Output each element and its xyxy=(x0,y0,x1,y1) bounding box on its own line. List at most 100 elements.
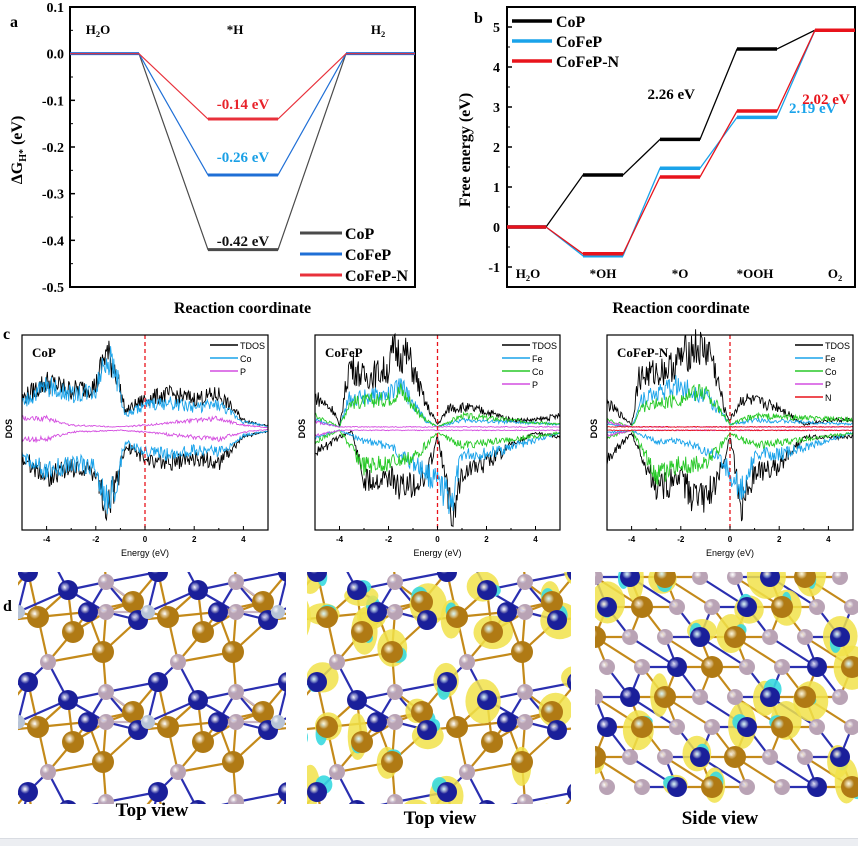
cobalt-atom xyxy=(208,712,228,732)
phosphorus-atom xyxy=(98,574,114,590)
y-tick-label: 0.0 xyxy=(47,48,65,63)
cobalt-atom xyxy=(547,610,567,630)
legend-label-p: P xyxy=(532,380,538,390)
x-tick-label: -2 xyxy=(92,535,100,544)
cobalt-atom xyxy=(497,712,517,732)
phosphorus-atom xyxy=(387,684,403,700)
iron-atom xyxy=(771,596,793,618)
y-tick-label: 4 xyxy=(493,61,500,76)
iron-atom xyxy=(481,621,503,643)
cobalt-atom xyxy=(347,690,367,710)
y-tick-label: -0.1 xyxy=(42,94,64,109)
phosphorus-atom xyxy=(170,654,186,670)
annotation-cofep-n: 2.02 eV xyxy=(802,92,850,108)
iron-atom xyxy=(252,701,274,723)
legend-label-co: Co xyxy=(532,367,544,377)
nitrogen-atom xyxy=(141,605,155,619)
legend-label-tdos: TDOS xyxy=(240,341,265,351)
y-axis-label: DOS xyxy=(297,419,307,439)
phosphorus-atom xyxy=(704,599,720,615)
phosphorus-atom xyxy=(657,749,673,765)
state-label-h2o: H2O xyxy=(516,266,540,283)
cobalt-atom xyxy=(417,610,437,630)
legend-label-tdos: TDOS xyxy=(825,341,850,351)
cobalt-atom xyxy=(148,672,168,692)
iron-atom xyxy=(62,621,84,643)
iron-atom xyxy=(446,606,468,628)
x-tick-label: 2 xyxy=(192,535,197,544)
cobalt-atom xyxy=(807,777,827,797)
legend-label-co: Co xyxy=(240,354,252,364)
phosphorus-atom xyxy=(599,779,615,795)
iron-atom xyxy=(701,656,723,678)
phosphorus-atom xyxy=(459,654,475,670)
caption-side-view: Side view xyxy=(620,808,820,830)
phosphorus-atom xyxy=(387,714,403,730)
nitrogen-atom xyxy=(141,715,155,729)
phosphorus-atom xyxy=(517,714,533,730)
cobalt-atom xyxy=(690,747,710,767)
legend-label-fe: Fe xyxy=(532,354,543,364)
phosphorus-atom xyxy=(329,764,345,780)
phosphorus-atom xyxy=(692,689,708,705)
x-tick-label: 4 xyxy=(533,535,538,544)
y-axis-label: Free energy (eV) xyxy=(457,93,474,207)
caption-top-view-1: Top view xyxy=(52,800,252,822)
cobalt-atom xyxy=(58,690,78,710)
cobalt-atom xyxy=(737,717,757,737)
y-tick-label: 0.1 xyxy=(47,1,65,16)
iron-atom xyxy=(724,746,746,768)
cobalt-atom xyxy=(307,782,327,802)
iron-atom xyxy=(222,751,244,773)
structure-image-top-view-cop xyxy=(18,572,286,804)
y-tick-label: 5 xyxy=(493,21,500,36)
iron-atom xyxy=(316,606,338,628)
y-tick-label: 0 xyxy=(493,221,500,236)
phosphorus-atom xyxy=(774,779,790,795)
legend-label-cofep-n: CoFeP-N xyxy=(345,268,409,285)
x-tick-label: 2 xyxy=(777,535,782,544)
x-axis-label: Reaction coordinate xyxy=(612,300,749,317)
cobalt-atom xyxy=(78,602,98,622)
iron-atom xyxy=(351,731,373,753)
phosphorus-atom xyxy=(387,574,403,590)
material-title: CoP xyxy=(32,345,56,360)
iron-atom xyxy=(351,621,373,643)
y-axis-label: ΔGH* (eV) xyxy=(9,116,29,185)
iron-atom xyxy=(316,716,338,738)
y-axis-label: DOS xyxy=(589,419,599,439)
material-title: CoFeP-N xyxy=(617,345,669,360)
x-tick-label: -4 xyxy=(43,535,51,544)
phosphorus-atom xyxy=(704,719,720,735)
cobalt-atom xyxy=(620,687,640,707)
structure-image-side-view-charge-density xyxy=(595,572,858,804)
cobalt-atom xyxy=(690,627,710,647)
caption-top-view-2: Top view xyxy=(340,808,540,830)
iron-atom xyxy=(541,701,563,723)
phosphorus-atom xyxy=(98,604,114,620)
x-axis-label: Energy (eV) xyxy=(413,548,461,558)
phosphorus-atom xyxy=(797,749,813,765)
state-label-star-oh: *OH xyxy=(590,266,617,281)
x-tick-label: 2 xyxy=(484,535,489,544)
phosphorus-atom xyxy=(98,684,114,700)
phosphorus-atom xyxy=(228,574,244,590)
legend-label-cofep-n: CoFeP-N xyxy=(556,54,620,71)
panel-label-d: d xyxy=(3,598,12,616)
legend-label-p: P xyxy=(825,380,831,390)
cobalt-atom xyxy=(807,657,827,677)
annotation-cop: -0.42 eV xyxy=(217,234,270,250)
state-label-star-h: *H xyxy=(227,22,244,37)
nitrogen-atom xyxy=(271,605,285,619)
x-tick-label: 4 xyxy=(826,535,831,544)
iron-atom xyxy=(411,701,433,723)
phosphorus-atom xyxy=(622,749,638,765)
iron-atom xyxy=(771,716,793,738)
iron-atom xyxy=(381,641,403,663)
cobalt-atom xyxy=(667,657,687,677)
legend-label-fe: Fe xyxy=(825,354,836,364)
phosphorus-atom xyxy=(832,689,848,705)
